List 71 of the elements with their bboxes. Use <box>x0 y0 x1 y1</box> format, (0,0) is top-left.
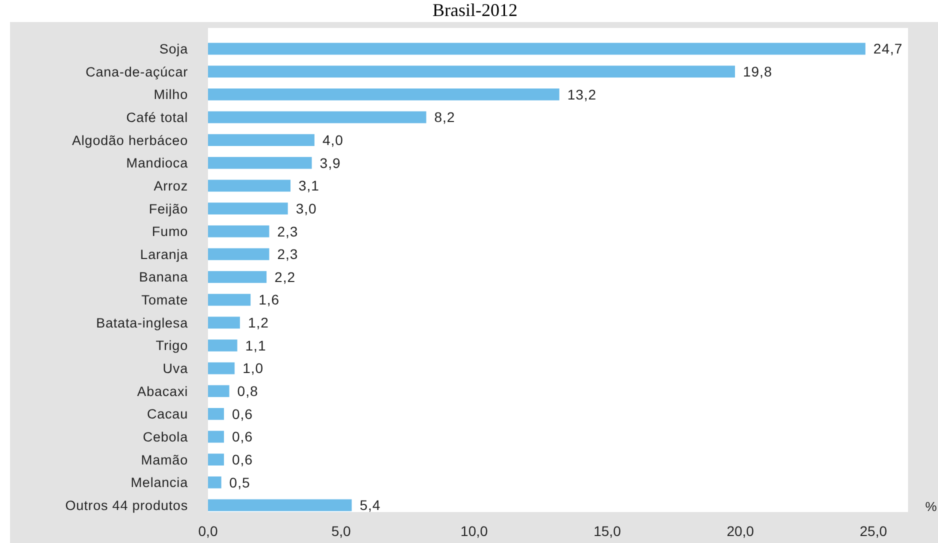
y-tick-label: Mamão <box>140 452 188 468</box>
bar <box>208 134 314 146</box>
data-label: 0,6 <box>232 451 253 468</box>
y-tick-label: Cana-de-açúcar <box>86 64 188 80</box>
y-tick-label: Mandioca <box>126 156 188 171</box>
bar <box>208 316 240 329</box>
data-label: 1,6 <box>258 292 280 308</box>
data-label: 13,2 <box>567 86 597 102</box>
bar <box>208 271 267 283</box>
bar <box>208 385 230 398</box>
x-tick-label: 5,0 <box>331 523 352 539</box>
x-tick-label: 15,0 <box>594 523 622 539</box>
bar <box>208 66 735 78</box>
bar <box>208 248 270 260</box>
data-label: 1,2 <box>248 314 269 331</box>
x-tick-label: 25,0 <box>860 523 888 539</box>
y-tick-label: Café total <box>126 110 188 125</box>
y-tick-label: Banana <box>139 270 188 285</box>
bar <box>208 42 866 55</box>
data-label: 1,0 <box>242 360 264 376</box>
data-label: 19,8 <box>742 64 772 80</box>
y-tick-label: Cebola <box>142 429 188 444</box>
bar <box>208 225 270 238</box>
data-label: 4,0 <box>322 132 344 148</box>
y-tick-label: Uva <box>162 361 188 376</box>
x-axis-title: % <box>925 499 938 514</box>
data-label: 0,6 <box>232 428 253 445</box>
x-tick-label: 20,0 <box>726 523 754 539</box>
y-tick-label: Soja <box>159 42 188 57</box>
bar <box>208 408 224 420</box>
chart-title: Brasil-2012 <box>432 0 518 20</box>
x-tick-label: 10,0 <box>460 523 488 539</box>
data-label: 2,3 <box>277 246 298 262</box>
bar <box>208 362 235 374</box>
bar <box>208 156 312 169</box>
y-tick-label: Laranja <box>140 246 188 262</box>
y-tick-label: Arroz <box>154 178 188 194</box>
bar <box>208 430 224 443</box>
y-tick-label: Outros 44 produtos <box>65 498 188 513</box>
y-tick-label: Cacau <box>146 406 188 422</box>
bar <box>208 340 238 352</box>
y-tick-label: Abacaxi <box>137 384 188 399</box>
bar <box>208 111 426 124</box>
data-label: 1,1 <box>245 337 266 354</box>
bar <box>208 294 251 306</box>
y-tick-label: Fumo <box>152 224 188 240</box>
data-label: 0,5 <box>229 474 250 490</box>
data-label: 2,3 <box>277 223 298 240</box>
y-tick-label: Melancia <box>130 475 188 490</box>
data-label: 0,8 <box>237 383 258 400</box>
bar <box>208 202 288 214</box>
bar <box>208 499 352 512</box>
y-tick-label: Batata-inglesa <box>96 315 188 330</box>
y-tick-label: Algodão herbáceo <box>72 132 188 148</box>
x-tick-label: 0,0 <box>198 523 218 539</box>
data-label: 8,2 <box>434 109 456 126</box>
data-label: 5,4 <box>360 497 381 514</box>
data-label: 2,2 <box>274 268 296 285</box>
bar <box>208 476 222 488</box>
data-label: 3,9 <box>320 154 341 171</box>
data-label: 0,6 <box>232 406 253 422</box>
data-label: 3,0 <box>296 200 317 216</box>
y-tick-label: Trigo <box>156 338 188 354</box>
bar <box>208 180 291 192</box>
y-tick-label: Feijão <box>148 201 188 216</box>
bar <box>208 454 224 466</box>
y-tick-label: Tomate <box>141 292 188 308</box>
y-tick-label: Milho <box>154 87 188 102</box>
data-label: 24,7 <box>873 40 903 57</box>
bar <box>208 88 560 100</box>
data-label: 3,1 <box>298 178 320 194</box>
